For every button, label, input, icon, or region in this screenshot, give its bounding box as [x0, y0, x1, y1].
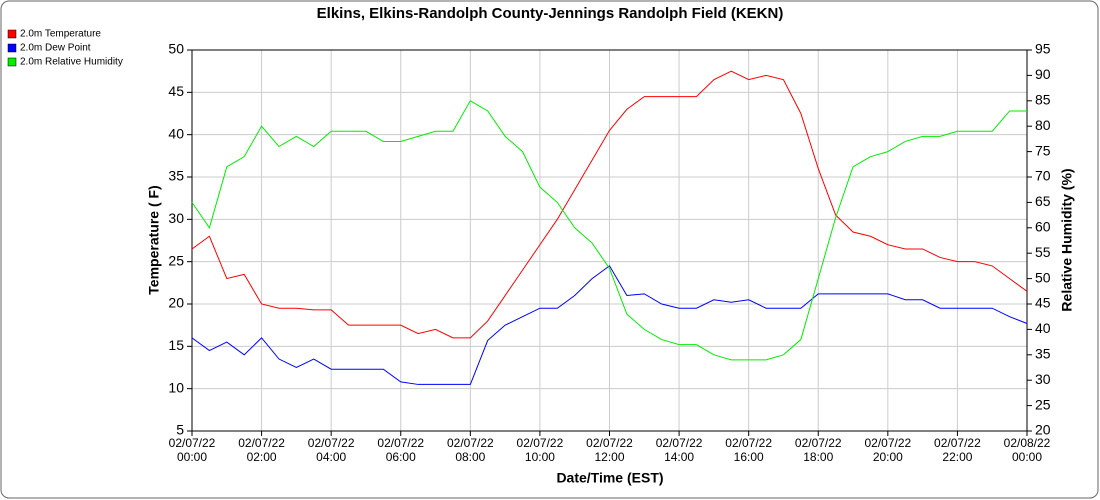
y-tick-label: 5 — [176, 422, 184, 438]
y-axis-label: Temperature ( F) — [146, 185, 162, 294]
x-tick-label: 02/07/22 12:00 — [586, 436, 633, 464]
series-line — [191, 265, 1028, 385]
y-tick-label: 30 — [168, 210, 184, 226]
y-tick-label: 45 — [168, 83, 184, 99]
legend-label: 2.0m Dew Point — [20, 43, 91, 54]
y2-tick-label: 45 — [1035, 295, 1051, 311]
legend-swatch — [7, 57, 17, 67]
x-tick-label: 02/07/22 00:00 — [168, 436, 216, 464]
y2-tick-label: 75 — [1035, 142, 1051, 158]
y2-tick-label: 30 — [1035, 371, 1051, 387]
y2-tick-label: 55 — [1035, 244, 1051, 260]
plot-border — [191, 49, 1028, 432]
y2-tick-label: 70 — [1035, 168, 1051, 184]
x-tick-label: 02/08/22 00:00 — [1003, 436, 1051, 464]
x-tick-label: 02/07/22 04:00 — [307, 436, 355, 464]
y2-tick-label: 90 — [1035, 66, 1051, 82]
y2-tick-label: 80 — [1035, 117, 1051, 133]
x-tick-label: 02/07/22 18:00 — [794, 436, 842, 464]
x-tick-label: 02/07/22 14:00 — [655, 436, 703, 464]
legend-swatch — [7, 43, 17, 53]
y2-tick-label: 95 — [1035, 41, 1051, 57]
legend-label: 2.0m Temperature — [20, 29, 101, 40]
y2-tick-label: 40 — [1035, 320, 1051, 336]
x-axis-label: Date/Time (EST) — [556, 470, 663, 486]
x-tick-label: 02/07/22 16:00 — [725, 436, 773, 464]
y-tick-label: 40 — [168, 125, 184, 141]
legend-swatch — [7, 29, 17, 39]
y2-tick-label: 65 — [1035, 193, 1051, 209]
y-tick-label: 50 — [168, 41, 184, 57]
y2-tick-label: 35 — [1035, 346, 1051, 362]
y2-tick-label: 85 — [1035, 92, 1051, 108]
chart-title: Elkins, Elkins-Randolph County-Jennings … — [317, 5, 784, 22]
y2-tick-label: 20 — [1035, 422, 1051, 438]
y2-axis-label: Relative Humidity (%) — [1059, 168, 1075, 311]
y2-tick-label: 25 — [1035, 396, 1051, 412]
series-line — [191, 100, 1027, 361]
x-tick-label: 02/07/22 20:00 — [864, 436, 912, 464]
y2-tick-label: 60 — [1035, 219, 1051, 235]
y2-tick-label: 50 — [1035, 269, 1051, 285]
y-tick-label: 10 — [168, 379, 184, 395]
x-tick-label: 02/07/22 10:00 — [516, 436, 564, 464]
y-tick-label: 25 — [168, 252, 184, 268]
y-tick-label: 15 — [168, 337, 184, 353]
series-line — [191, 70, 1028, 339]
legend-label: 2.0m Relative Humidity — [20, 57, 123, 68]
y-tick-label: 35 — [168, 168, 184, 184]
x-tick-label: 02/07/22 02:00 — [238, 436, 285, 464]
x-tick-label: 02/07/22 22:00 — [934, 436, 981, 464]
x-tick-label: 02/07/22 08:00 — [446, 436, 494, 464]
y-tick-label: 20 — [168, 295, 184, 311]
x-tick-label: 02/07/22 06:00 — [377, 436, 425, 464]
